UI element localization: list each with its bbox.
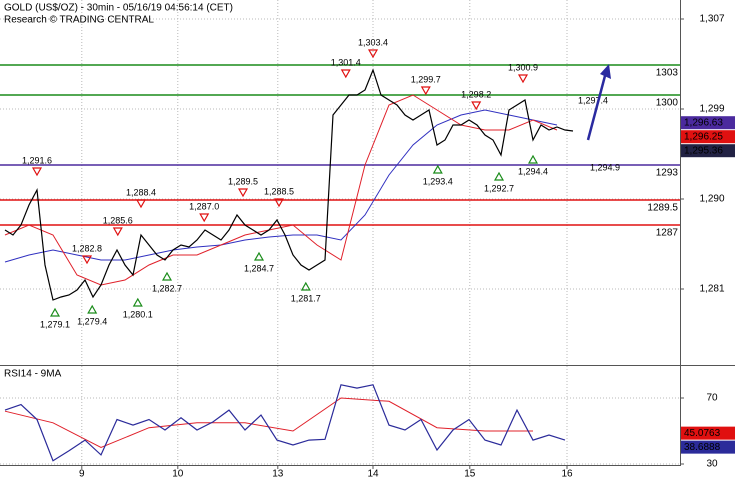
peak-label: 1,282.8: [72, 243, 102, 253]
peak-label: 1,303.4: [358, 37, 388, 47]
trough-marker: [161, 271, 173, 281]
peak-marker: [367, 49, 379, 59]
trough-label: 1,284.7: [244, 263, 274, 273]
peak-marker: [517, 74, 529, 84]
forecast-arrow-head: [600, 64, 611, 79]
trough-marker: [432, 164, 443, 174]
trough-label: 1,279.4: [77, 316, 107, 326]
trough-label: 1,282.7: [152, 283, 182, 293]
y-tick-label: 30: [706, 459, 718, 470]
current-value-box: [681, 130, 735, 144]
peak-marker: [31, 167, 43, 177]
series-line: [4, 384, 566, 462]
peak-label: 1,300.9: [508, 62, 538, 72]
trough-marker: [87, 304, 98, 314]
chart-title: GOLD (US$/OZ) - 30min - 05/16/19 04:56:1…: [4, 3, 233, 14]
level-label: 1300: [656, 98, 679, 109]
trough-label: 1,293.4: [423, 176, 453, 186]
trough-label: 1,279.1: [40, 319, 70, 329]
peak-marker: [340, 69, 351, 79]
peak-label: 1,288.4: [126, 187, 156, 197]
current-value-box: [681, 440, 735, 454]
peak-marker: [237, 188, 249, 198]
peak-label: 1,291.6: [22, 155, 52, 165]
trough-marker: [527, 154, 539, 164]
note-label: 1,294.9: [590, 162, 620, 172]
y-tick-label: 1,290: [699, 194, 724, 205]
current-value-label: 1,295.36: [684, 145, 723, 156]
series-line: [4, 109, 558, 263]
peak-marker: [112, 227, 123, 237]
y-tick-label: 1,307: [699, 14, 724, 25]
y-tick-label: 1,299: [699, 104, 724, 115]
current-value-label: 45.0763: [684, 428, 721, 439]
peak-label: 1,301.4: [331, 57, 361, 67]
current-value-label: 1,296.63: [684, 117, 723, 128]
level-label: 1303: [656, 68, 679, 79]
x-tick-label: 13: [272, 469, 284, 480]
trough-marker: [493, 171, 505, 181]
peak-label: 1,299.7: [411, 74, 441, 84]
trough-label: 1,280.1: [123, 309, 153, 319]
rsi-title: RSI14 - 9MA: [4, 369, 62, 380]
peak-label: 1,298.2: [461, 89, 491, 99]
peak-marker: [135, 199, 147, 209]
peak-marker: [199, 213, 210, 223]
chart-subtitle: Research © TRADING CENTRAL: [4, 15, 154, 26]
peak-label: 1,288.5: [264, 186, 294, 196]
x-tick-label: 14: [367, 469, 379, 480]
peak-marker: [273, 198, 285, 208]
series-line: [4, 68, 574, 301]
y-tick-label: 70: [706, 393, 718, 404]
trough-marker: [49, 307, 61, 317]
x-tick-label: 10: [172, 469, 184, 480]
note-label: 1,297.4: [578, 95, 608, 105]
x-tick-label: 9: [79, 469, 85, 480]
current-value-box: [681, 426, 735, 440]
level-label: 1293: [656, 168, 679, 179]
peak-marker: [420, 86, 431, 96]
trough-label: 1,294.4: [518, 166, 548, 176]
current-value-box: [681, 144, 735, 158]
level-label: 1287: [656, 228, 679, 239]
current-value-box: [681, 116, 735, 130]
peak-marker: [81, 255, 93, 265]
y-tick-label: 1,281: [699, 284, 724, 295]
trough-marker: [132, 297, 143, 307]
peak-label: 1,287.0: [189, 201, 219, 211]
current-value-label: 38.6888: [684, 442, 721, 453]
peak-label: 1,285.6: [103, 215, 133, 225]
forecast-arrow: [586, 71, 608, 141]
trough-marker: [300, 281, 311, 291]
current-value-label: 1,296.25: [684, 131, 723, 142]
x-tick-label: 15: [464, 469, 476, 480]
level-label: 1289.5: [647, 203, 678, 214]
trough-label: 1,281.7: [291, 293, 321, 303]
peak-marker: [471, 101, 482, 111]
trough-label: 1,292.7: [484, 183, 514, 193]
x-tick-label: 16: [561, 469, 573, 480]
peak-label: 1,289.5: [228, 176, 258, 186]
trough-marker: [253, 251, 265, 261]
